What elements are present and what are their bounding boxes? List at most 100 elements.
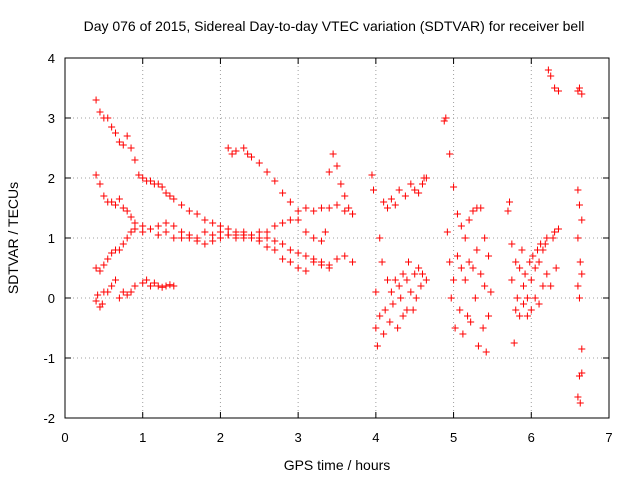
data-point bbox=[446, 150, 454, 158]
data-point bbox=[397, 294, 405, 302]
data-point bbox=[551, 84, 559, 92]
data-point bbox=[216, 222, 224, 230]
data-point bbox=[446, 258, 454, 266]
data-point bbox=[386, 318, 394, 326]
data-point bbox=[469, 207, 477, 215]
data-point bbox=[403, 306, 411, 314]
series-track-b bbox=[92, 171, 357, 242]
y-tick-label: -1 bbox=[43, 351, 55, 366]
data-point bbox=[131, 219, 139, 227]
data-point bbox=[387, 195, 395, 203]
data-point bbox=[158, 283, 166, 291]
data-point bbox=[401, 192, 409, 200]
data-point bbox=[279, 255, 287, 263]
data-point bbox=[575, 201, 583, 209]
data-point bbox=[481, 282, 489, 290]
y-tick-label: 2 bbox=[48, 171, 55, 186]
data-point bbox=[310, 207, 318, 215]
data-point bbox=[139, 174, 147, 182]
data-point bbox=[349, 258, 357, 266]
data-point bbox=[92, 264, 100, 272]
data-point bbox=[415, 264, 423, 272]
data-point bbox=[139, 279, 147, 287]
data-point bbox=[115, 138, 123, 146]
data-point bbox=[325, 204, 333, 212]
data-point bbox=[131, 156, 139, 164]
data-point bbox=[453, 210, 461, 218]
data-point bbox=[104, 288, 112, 296]
data-point bbox=[531, 264, 539, 272]
data-point bbox=[286, 216, 294, 224]
data-point bbox=[539, 246, 547, 254]
data-point bbox=[119, 141, 127, 149]
data-point bbox=[337, 180, 345, 188]
data-point bbox=[96, 108, 104, 116]
data-point bbox=[450, 276, 458, 284]
x-tick-label: 0 bbox=[61, 430, 68, 445]
data-point bbox=[127, 213, 135, 221]
data-point bbox=[341, 207, 349, 215]
data-point bbox=[578, 90, 586, 98]
data-point bbox=[510, 339, 518, 347]
data-point bbox=[271, 246, 279, 254]
data-point bbox=[108, 123, 116, 131]
data-point bbox=[345, 204, 353, 212]
data-point bbox=[263, 243, 271, 251]
data-point bbox=[450, 183, 458, 191]
data-point bbox=[279, 240, 287, 248]
data-point bbox=[108, 282, 116, 290]
data-point bbox=[317, 237, 325, 245]
data-point bbox=[447, 294, 455, 302]
data-point bbox=[387, 288, 395, 296]
series-track-e-hump bbox=[224, 144, 357, 245]
data-point bbox=[531, 294, 539, 302]
data-point bbox=[143, 276, 151, 284]
data-point bbox=[518, 246, 526, 254]
data-point bbox=[162, 219, 170, 227]
data-point bbox=[574, 234, 582, 242]
data-point bbox=[154, 180, 162, 188]
x-axis-ticks: 0 1 2 3 4 5 6 7 bbox=[61, 58, 613, 445]
data-point bbox=[294, 264, 302, 272]
data-point bbox=[418, 270, 426, 278]
data-point bbox=[411, 270, 419, 278]
data-point bbox=[376, 234, 384, 242]
data-point bbox=[457, 222, 465, 230]
data-point bbox=[578, 270, 586, 278]
data-point bbox=[115, 294, 123, 302]
data-point bbox=[263, 234, 271, 242]
data-point bbox=[547, 282, 555, 290]
data-point bbox=[520, 282, 528, 290]
data-point bbox=[552, 264, 560, 272]
data-point bbox=[224, 225, 232, 233]
data-point bbox=[162, 228, 170, 236]
x-tick-label: 2 bbox=[217, 430, 224, 445]
x-tick-label: 3 bbox=[295, 430, 302, 445]
data-point bbox=[469, 264, 477, 272]
data-point bbox=[302, 267, 310, 275]
x-tick-label: 4 bbox=[372, 430, 379, 445]
x-tick-label: 6 bbox=[528, 430, 535, 445]
data-point bbox=[271, 237, 279, 245]
data-point bbox=[154, 231, 162, 239]
data-point bbox=[380, 330, 388, 338]
data-point bbox=[216, 228, 224, 236]
data-point bbox=[146, 282, 154, 290]
data-point bbox=[512, 306, 520, 314]
data-points bbox=[92, 66, 586, 407]
data-point bbox=[100, 261, 108, 269]
data-point bbox=[294, 207, 302, 215]
data-point bbox=[193, 210, 201, 218]
data-point bbox=[574, 87, 582, 95]
data-point bbox=[263, 168, 271, 176]
data-point bbox=[170, 222, 178, 230]
data-point bbox=[92, 96, 100, 104]
data-point bbox=[271, 177, 279, 185]
data-point bbox=[178, 234, 186, 242]
data-point bbox=[170, 195, 178, 203]
series-track-c-rising bbox=[92, 219, 333, 275]
data-point bbox=[96, 180, 104, 188]
data-point bbox=[384, 276, 392, 284]
data-point bbox=[127, 144, 135, 152]
data-point bbox=[209, 231, 217, 239]
